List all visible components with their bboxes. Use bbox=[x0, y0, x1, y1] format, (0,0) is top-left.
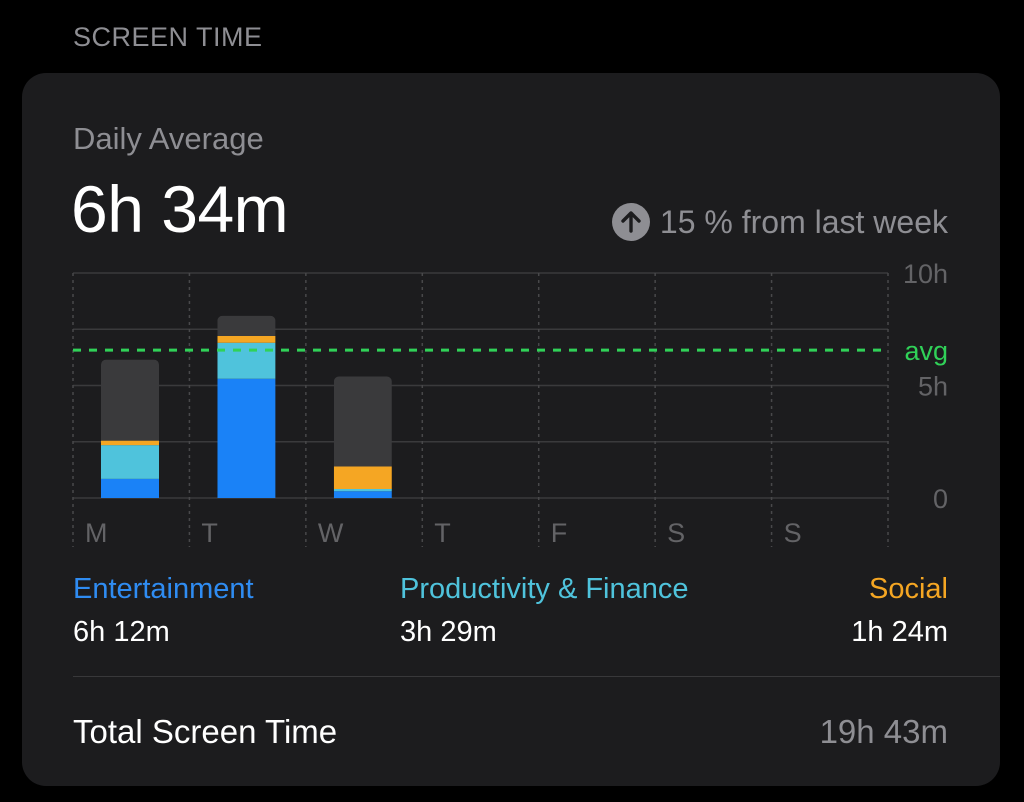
bar-segment bbox=[217, 315, 276, 336]
bar-segment bbox=[333, 466, 392, 489]
usage-bar-chart: M T W T F S S 10h 5h 0 avg bbox=[72, 259, 948, 548]
weekly-trend: 15 % from last week bbox=[611, 203, 948, 241]
x-tick-label: S bbox=[667, 518, 685, 548]
section-header: SCREEN TIME bbox=[73, 22, 263, 52]
bar-segment bbox=[333, 376, 392, 467]
legend-productivity-value: 3h 29m bbox=[400, 616, 497, 648]
total-screen-time-value: 19h 43m bbox=[819, 713, 948, 750]
legend-social-label: Social bbox=[869, 573, 948, 605]
y-tick-label: 5h bbox=[918, 372, 948, 402]
y-tick-label: 0 bbox=[933, 484, 948, 514]
x-tick-label: W bbox=[318, 518, 344, 548]
legend-productivity-label: Productivity & Finance bbox=[400, 573, 689, 605]
total-screen-time-label: Total Screen Time bbox=[73, 713, 338, 750]
x-tick-label: T bbox=[434, 518, 451, 548]
x-tick-label: F bbox=[551, 518, 568, 548]
average-label: avg bbox=[904, 336, 948, 366]
bar-segment bbox=[333, 489, 392, 492]
bar-segment bbox=[101, 440, 159, 446]
daily-average-value: 6h 34m bbox=[71, 172, 289, 246]
legend-social-value: 1h 24m bbox=[851, 616, 948, 648]
divider bbox=[73, 676, 1000, 677]
y-tick-label: 10h bbox=[903, 259, 948, 289]
legend-entertainment-value: 6h 12m bbox=[73, 616, 170, 648]
bar-day-1 bbox=[217, 315, 276, 498]
bar-segment bbox=[217, 342, 276, 379]
x-tick-label: M bbox=[85, 518, 108, 548]
x-tick-label: T bbox=[201, 518, 218, 548]
legend-entertainment-label: Entertainment bbox=[73, 573, 254, 605]
bar-segment bbox=[333, 491, 392, 498]
legend-productivity[interactable]: Productivity & Finance 3h 29m bbox=[400, 573, 689, 649]
bar-segment bbox=[217, 378, 276, 498]
bar-segment bbox=[101, 445, 159, 479]
bar-day-2 bbox=[333, 376, 392, 498]
bar-segment bbox=[217, 336, 276, 343]
legend-entertainment[interactable]: Entertainment 6h 12m bbox=[73, 573, 254, 649]
arrow-up-circle-icon bbox=[611, 203, 650, 241]
x-tick-label: S bbox=[784, 518, 802, 548]
bar-segment bbox=[101, 359, 159, 441]
trend-text: 15 % from last week bbox=[659, 203, 948, 240]
screen-time-card[interactable]: Daily Average 6h 34m 15 % from last week… bbox=[22, 73, 1000, 786]
bar-day-0 bbox=[101, 359, 159, 498]
bar-segment bbox=[101, 478, 159, 498]
legend-social[interactable]: Social 1h 24m bbox=[851, 573, 948, 649]
daily-average-label: Daily Average bbox=[73, 121, 264, 156]
